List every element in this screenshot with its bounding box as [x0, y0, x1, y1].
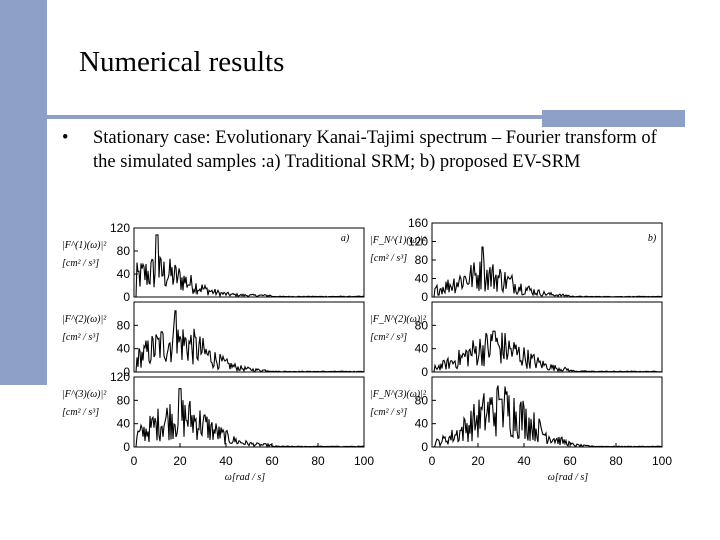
spectrum-series [432, 246, 663, 298]
y-tick-label: 0 [421, 365, 428, 379]
y-tick-label: 40 [117, 267, 131, 281]
subplot-frame [133, 376, 365, 448]
y-tick-label: 80 [117, 244, 131, 258]
x-tick-label: 60 [265, 454, 279, 468]
y-tick-label: 120 [110, 221, 130, 235]
subplot-frame [431, 222, 663, 298]
subplot-frame [431, 301, 663, 373]
y-tick-label: 0 [123, 440, 130, 454]
y-tick-label: 40 [117, 342, 131, 356]
spectrum-series [134, 388, 364, 449]
x-axis-label: ω[rad / s] [548, 472, 589, 483]
y-tick-label: 40 [117, 417, 131, 431]
x-tick-label: 60 [563, 454, 577, 468]
x-axis-label: ω[rad / s] [225, 472, 266, 483]
x-tick-label: 0 [131, 454, 138, 468]
y-tick-label: 120 [408, 235, 428, 249]
y-tick-label: 160 [408, 216, 428, 230]
y-tick-label: 40 [415, 417, 429, 431]
x-tick-label: 100 [652, 454, 672, 468]
x-tick-label: 0 [429, 454, 436, 468]
y-axis-label: |F_N^(3)(ω)|² [370, 389, 427, 400]
title-accent-block [542, 110, 685, 127]
x-tick-label: 80 [311, 454, 325, 468]
panel-label-a: a) [341, 233, 350, 244]
y-axis-unit: [cm² / s³] [370, 407, 407, 418]
y-axis-label: |F_N^(2)(ω)|² [370, 314, 427, 325]
y-axis-unit: [cm² / s³] [62, 407, 99, 418]
subplot-frame [133, 227, 365, 298]
x-tick-label: 20 [471, 454, 485, 468]
y-tick-label: 120 [110, 370, 130, 384]
y-tick-label: 0 [123, 365, 130, 379]
y-axis-label: |F_N^(1)(ω)|² [370, 235, 427, 246]
x-tick-label: 80 [609, 454, 623, 468]
y-axis-unit: [cm² / s³] [62, 332, 99, 343]
y-tick-label: 40 [415, 342, 429, 356]
y-tick-label: 80 [117, 318, 131, 332]
y-axis-unit: [cm² / s³] [370, 332, 407, 343]
x-tick-label: 40 [219, 454, 233, 468]
y-tick-label: 80 [415, 393, 429, 407]
y-tick-label: 80 [415, 318, 429, 332]
y-axis-label: |F^(3)(ω)|² [62, 389, 107, 400]
y-tick-label: 80 [117, 393, 131, 407]
spectrum-series [432, 385, 663, 448]
y-tick-label: 0 [421, 440, 428, 454]
y-axis-unit: [cm² / s³] [370, 253, 407, 264]
subplot-frame [431, 376, 663, 448]
spectrum-series [134, 234, 365, 298]
spectrum-series [134, 310, 365, 373]
y-axis-label: |F^(2)(ω)|² [62, 314, 107, 325]
y-tick-label: 0 [421, 290, 428, 304]
bullet-text: Stationary case: Evolutionary Kanai-Taji… [93, 128, 657, 172]
x-tick-label: 100 [354, 454, 374, 468]
y-axis-label: |F^(1)(ω)|² [62, 240, 107, 251]
bullet-marker: • [62, 128, 69, 148]
y-tick-label: 0 [123, 290, 130, 304]
subplot-frame [133, 301, 365, 373]
x-tick-label: 20 [173, 454, 187, 468]
y-axis-unit: [cm² / s³] [62, 258, 99, 269]
spectrum-series [432, 330, 663, 373]
y-tick-label: 80 [415, 253, 429, 267]
x-tick-label: 40 [517, 454, 531, 468]
side-accent-bar [0, 0, 47, 385]
title-underline [47, 115, 542, 119]
slide-title: Numerical results [79, 46, 285, 78]
y-tick-label: 40 [415, 272, 429, 286]
panel-label-b: b) [648, 233, 657, 244]
bullet-item: • Stationary case: Evolutionary Kanai-Ta… [62, 126, 662, 174]
